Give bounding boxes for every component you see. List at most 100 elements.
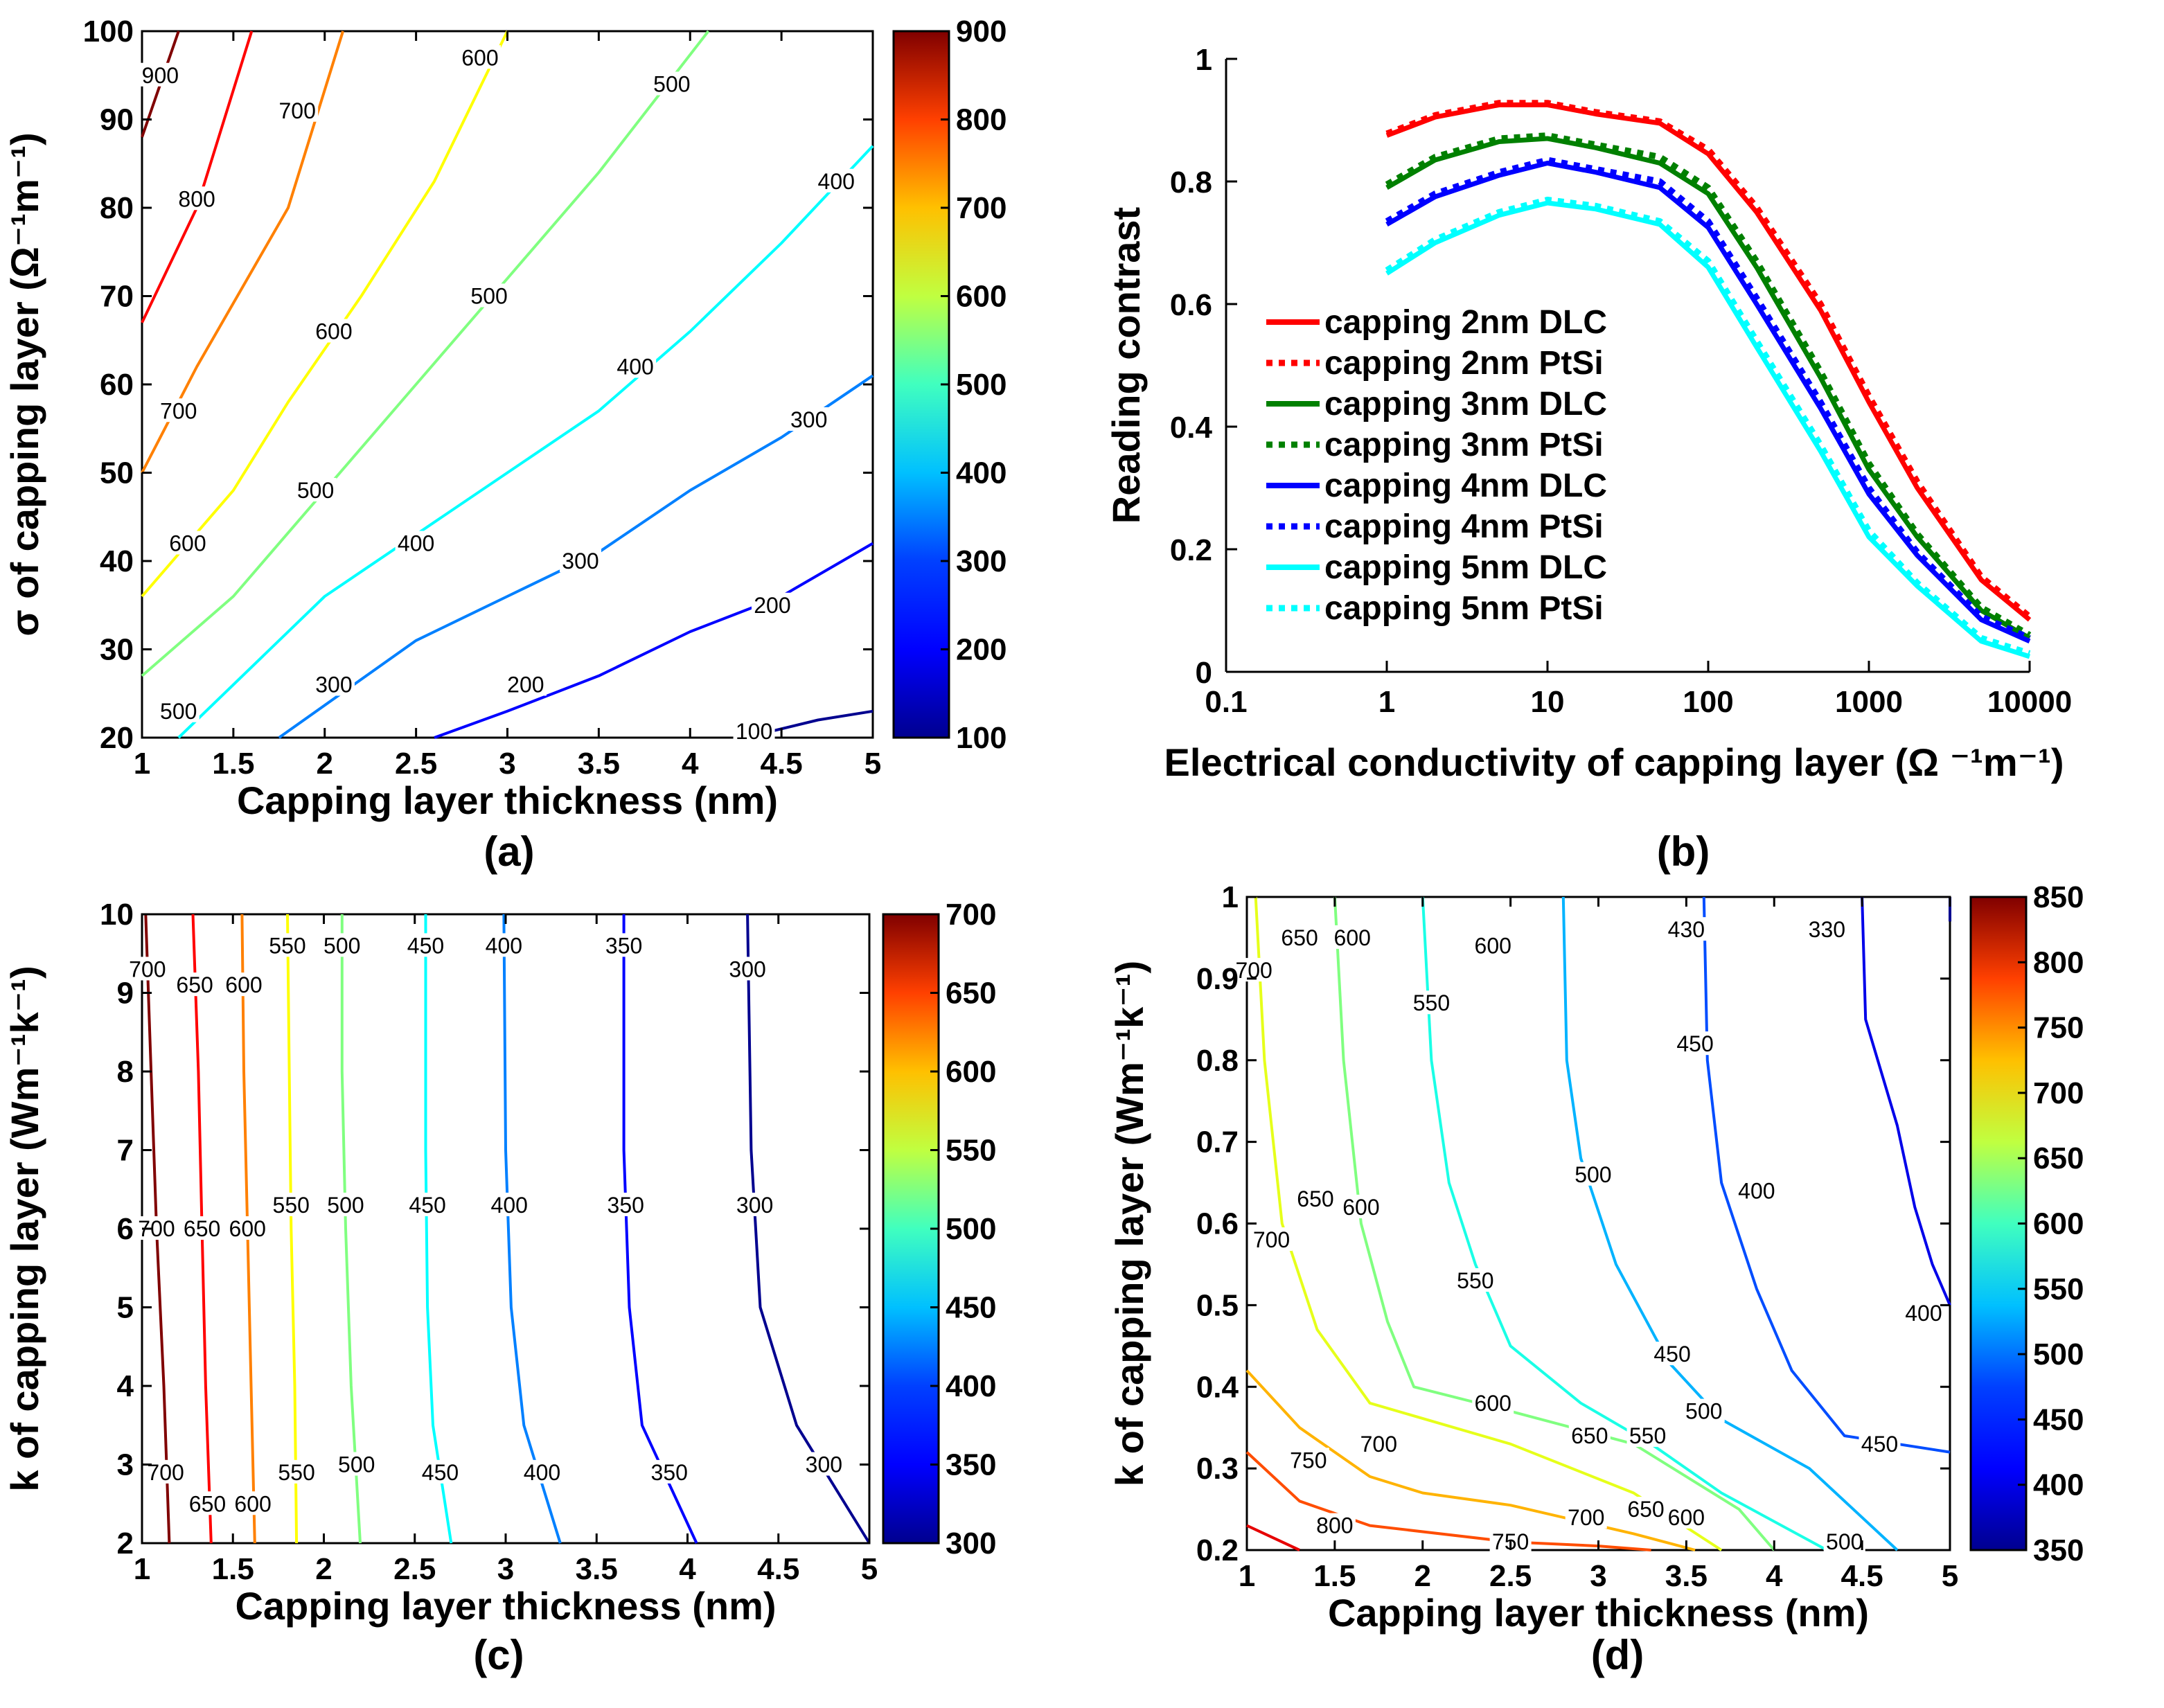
x-axis-label: Electrical conductivity of capping layer… <box>1164 740 2064 784</box>
contour-label: 200 <box>507 673 544 697</box>
contour-label-bg <box>1472 1390 1514 1414</box>
contour-label: 650 <box>184 1216 220 1241</box>
x-tick-label: 4 <box>682 747 699 781</box>
x-tick-label: 4.5 <box>757 1552 799 1586</box>
y-tick-label: 0.2 <box>1170 533 1212 567</box>
contour-label-bg <box>1454 1268 1496 1292</box>
contour-label: 500 <box>297 478 334 503</box>
contour-label-bg <box>1410 990 1453 1015</box>
x-tick-label: 100 <box>1683 685 1733 719</box>
contour-label: 800 <box>1316 1513 1353 1538</box>
y-tick-label: 5 <box>117 1291 134 1325</box>
contour-label: 550 <box>273 1193 310 1218</box>
contour-label: 600 <box>1342 1195 1379 1220</box>
contour-label-bg <box>312 319 355 343</box>
colorbar-tick-label: 900 <box>956 15 1006 48</box>
colorbar-tick-label: 700 <box>946 898 996 932</box>
colorbar-tick-label: 600 <box>2033 1207 2084 1241</box>
contour-label: 500 <box>160 699 197 724</box>
x-tick-label: 1 <box>134 1552 150 1586</box>
contour-label: 430 <box>1668 917 1705 942</box>
contour-label: 450 <box>409 1193 445 1218</box>
contour-line-500 <box>141 30 710 677</box>
contour-label-bg <box>312 672 355 696</box>
legend-entry-5: capping 4nm PtSi <box>1324 508 1604 545</box>
contour-label-bg <box>232 1491 274 1515</box>
contour-label-bg <box>1625 1497 1667 1521</box>
contour-label-bg <box>174 972 216 997</box>
colorbar-tick-label: 600 <box>946 1055 996 1089</box>
plot-area <box>1245 896 1951 1551</box>
contour-line-650 <box>1254 896 1723 1551</box>
x-tick-label: 2 <box>1414 1559 1431 1593</box>
y-tick-label: 0 <box>1196 656 1212 690</box>
contour-label: 700 <box>1568 1505 1604 1530</box>
contour-label-bg <box>648 1459 691 1484</box>
contour-label-bg <box>1358 1431 1400 1455</box>
x-tick-label: 2 <box>315 1552 332 1586</box>
legend-entry-3: capping 3nm PtSi <box>1324 427 1604 463</box>
y-tick-label: 10 <box>100 898 134 932</box>
colorbar-tick-label: 550 <box>2033 1272 2084 1306</box>
contour-label-bg <box>1250 1227 1293 1252</box>
contour-label: 500 <box>653 72 690 97</box>
contour-label-bg <box>504 672 547 696</box>
x-tick-label: 5 <box>861 1552 878 1586</box>
contour-label: 700 <box>278 98 315 123</box>
x-tick-label: 3.5 <box>1665 1559 1708 1593</box>
colorbar-tick-label: 400 <box>2033 1468 2084 1502</box>
contour-label-bg <box>419 1459 461 1484</box>
contour-label: 650 <box>189 1491 226 1516</box>
x-tick-label: 0.1 <box>1205 685 1247 719</box>
colorbar-tick-label: 500 <box>956 368 1006 402</box>
contour-label: 600 <box>1475 1391 1511 1416</box>
series-line-5 <box>1385 157 2031 641</box>
colorbar-tick-label: 500 <box>2033 1337 2084 1371</box>
y-tick-label: 0.6 <box>1170 288 1212 322</box>
contour-label-bg <box>1665 917 1708 941</box>
contour-label-bg <box>1806 917 1848 941</box>
contour-label-bg <box>145 1459 187 1484</box>
contour-label: 500 <box>323 933 360 958</box>
contour-label-bg <box>227 1216 269 1240</box>
contour-label: 400 <box>491 1193 528 1218</box>
x-tick-label: 10000 <box>1987 685 2072 719</box>
contour-label: 450 <box>407 933 444 958</box>
contour-label-bg <box>1313 1513 1356 1537</box>
legend-entry-4: capping 4nm DLC <box>1324 468 1607 504</box>
legend-entry-6: capping 5nm DLC <box>1324 549 1607 586</box>
contour-label-bg <box>395 531 437 555</box>
contour-label: 600 <box>225 972 262 997</box>
plot-area <box>141 30 874 739</box>
colorbar-tick-label: 550 <box>946 1134 996 1168</box>
contour-label: 450 <box>422 1460 459 1485</box>
x-tick-label: 5 <box>864 747 881 781</box>
x-tick-label: 4 <box>679 1552 696 1586</box>
contour-label: 450 <box>1676 1031 1713 1056</box>
x-tick-label: 1.5 <box>1313 1559 1356 1593</box>
contour-label-bg <box>1294 1186 1336 1211</box>
x-tick-label: 1 <box>1378 685 1395 719</box>
contour-label-bg <box>126 957 168 981</box>
colorbar-tick-label: 650 <box>946 977 996 1011</box>
y-tick-label: 8 <box>117 1055 134 1089</box>
y-tick-label: 0.4 <box>1196 1370 1239 1404</box>
contour-label: 400 <box>1738 1178 1775 1203</box>
x-tick-label: 2 <box>317 747 333 781</box>
x-tick-label: 4 <box>1766 1559 1783 1593</box>
contour-label-bg <box>1859 1431 1901 1455</box>
contour-label-bg <box>734 1192 776 1216</box>
contour-label: 300 <box>729 957 765 981</box>
x-tick-label: 3 <box>497 1552 514 1586</box>
y-tick-label: 0.6 <box>1196 1207 1239 1241</box>
contour-label: 600 <box>461 45 498 70</box>
contour-label-bg <box>1331 925 1374 949</box>
y-tick-label: 100 <box>83 15 134 48</box>
y-tick-label: 9 <box>117 977 134 1011</box>
contour-label-bg <box>181 1216 223 1240</box>
contour-label: 450 <box>1861 1432 1898 1457</box>
series-line-4 <box>1385 161 2031 643</box>
contour-label: 300 <box>806 1452 842 1477</box>
colorbar-tick-label: 450 <box>946 1291 996 1325</box>
